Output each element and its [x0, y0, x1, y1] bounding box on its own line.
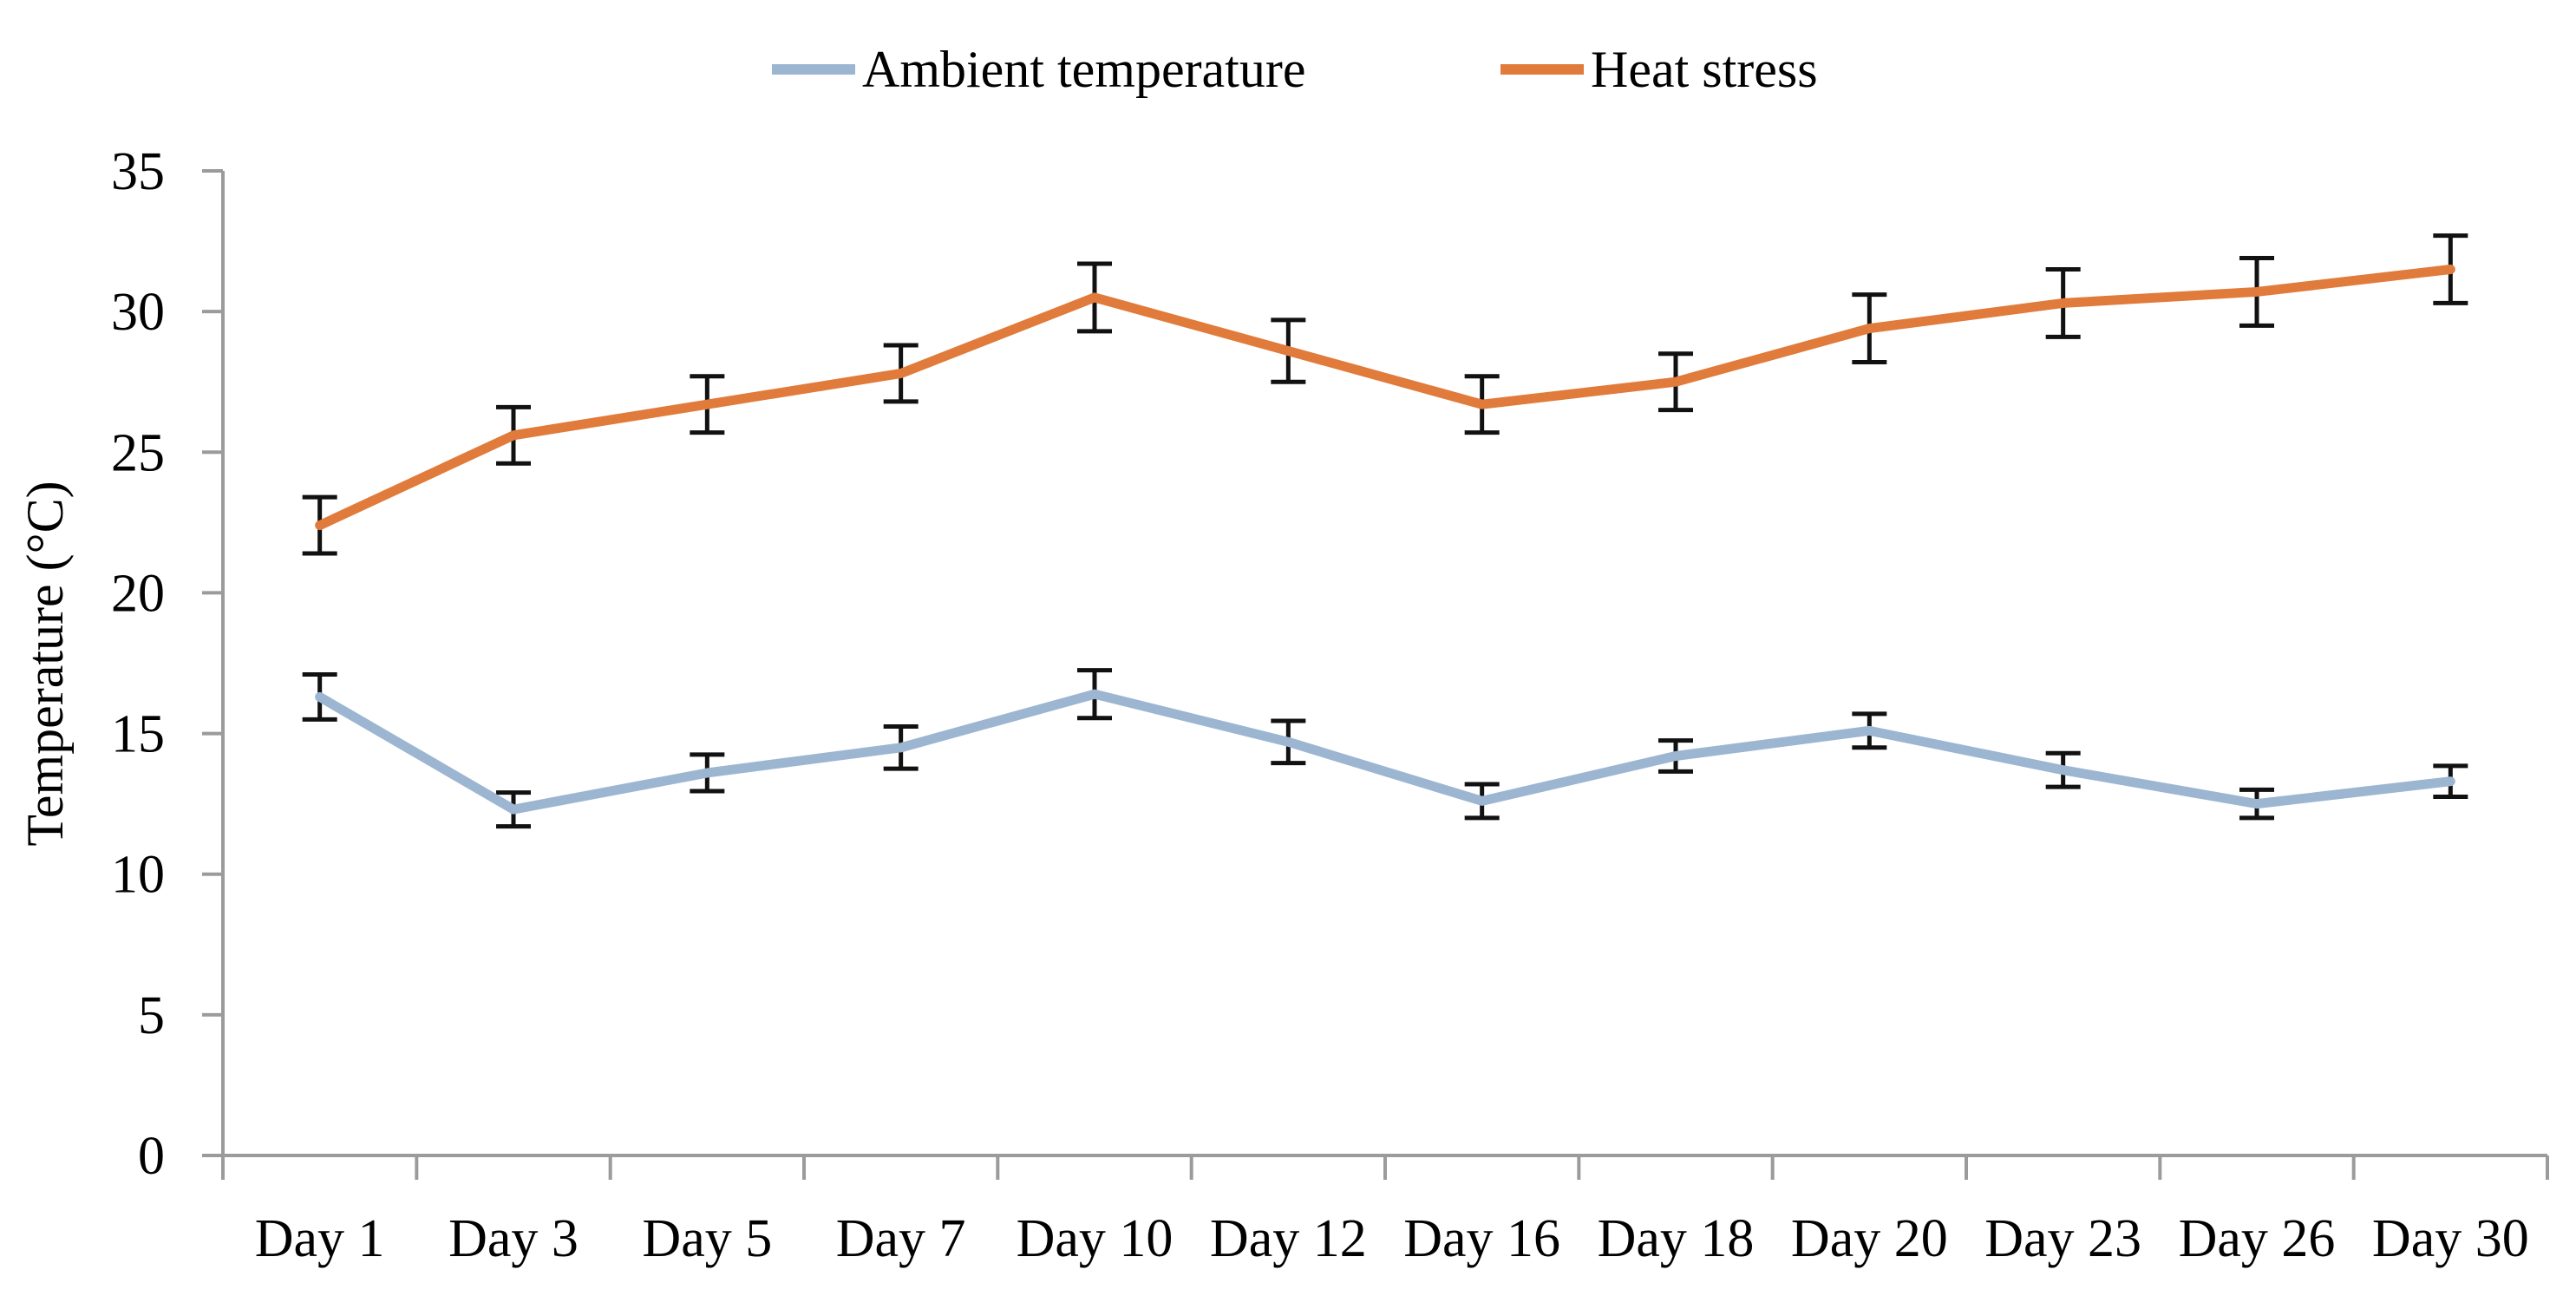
- x-tick-label: Day 23: [1984, 1209, 2141, 1268]
- x-tick-label: Day 3: [448, 1209, 579, 1268]
- y-tick-label: 0: [138, 1127, 165, 1186]
- x-tick-label: Day 7: [836, 1209, 966, 1268]
- x-tick-label: Day 16: [1403, 1209, 1560, 1268]
- series-line-heat-stress: [315, 265, 2455, 531]
- x-tick-label: Day 5: [642, 1209, 772, 1268]
- y-tick-label: 25: [111, 423, 165, 482]
- y-tick-label: 30: [111, 283, 165, 342]
- y-tick-label: 15: [111, 705, 165, 764]
- y-tick-label: 20: [111, 564, 165, 623]
- x-tick-label: Day 26: [2179, 1209, 2336, 1268]
- y-tick-label: 10: [111, 846, 165, 905]
- x-tick-label: Day 12: [1210, 1209, 1367, 1268]
- y-tick-label: 5: [138, 986, 165, 1045]
- y-axis-title: Temperature (°C): [16, 481, 74, 846]
- series-line-ambient-temperature: [315, 689, 2455, 815]
- y-tick-label: 35: [111, 142, 165, 201]
- legend-label-heat-stress: Heat stress: [1591, 41, 1818, 98]
- x-tick-label: Day 18: [1598, 1209, 1755, 1268]
- x-tick-label: Day 10: [1017, 1209, 1174, 1268]
- legend-label-ambient-temperature: Ambient temperature: [862, 41, 1305, 98]
- x-tick-label: Day 20: [1791, 1209, 1948, 1268]
- x-tick-label: Day 1: [255, 1209, 385, 1268]
- x-tick-label: Day 30: [2372, 1209, 2529, 1268]
